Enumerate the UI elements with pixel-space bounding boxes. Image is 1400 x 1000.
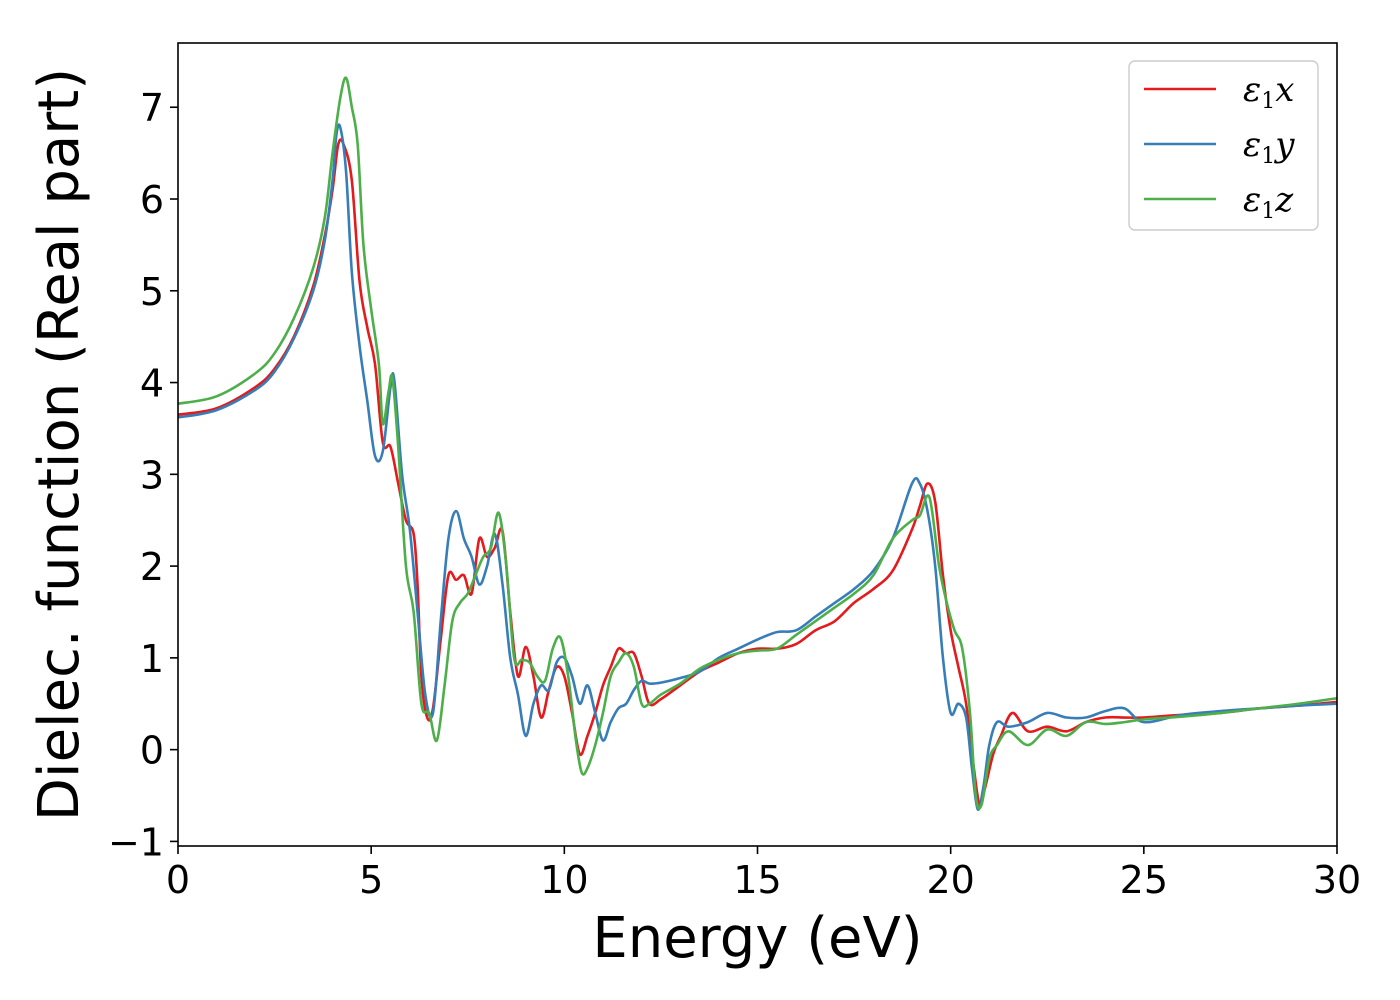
legend-label-y: ε1y — [1243, 125, 1295, 169]
x-axis: 0 5 10 15 20 25 30 — [166, 846, 1361, 902]
x-tick-label: 10 — [540, 858, 588, 902]
x-axis-label: Energy (eV) — [592, 906, 922, 971]
series-layer — [178, 76, 1337, 811]
y-tick-label: −1 — [108, 820, 164, 864]
y-axis: −1 0 1 2 3 4 5 6 7 — [108, 86, 178, 864]
x-tick-label: 15 — [733, 858, 781, 902]
legend-label-x: ε1x — [1243, 70, 1294, 114]
y-tick-label: 5 — [140, 270, 164, 314]
x-tick-label: 25 — [1120, 858, 1168, 902]
y-tick-label: 4 — [140, 362, 164, 406]
y-tick-label: 1 — [140, 637, 164, 681]
y-tick-label: 6 — [140, 178, 164, 222]
x-tick-label: 20 — [926, 858, 974, 902]
x-tick-label: 5 — [359, 858, 383, 902]
y-tick-label: 3 — [140, 453, 164, 497]
y-tick-label: 0 — [140, 729, 164, 773]
x-tick-label: 0 — [166, 858, 190, 902]
series-line-z — [178, 76, 1337, 810]
series-line-y — [178, 123, 1337, 811]
y-axis-label: Dielec. function (Real part) — [27, 68, 92, 821]
y-tick-label: 2 — [140, 545, 164, 589]
series-line-x — [178, 138, 1337, 807]
y-tick-label: 7 — [140, 86, 164, 130]
legend: ε1x ε1y ε1z — [1128, 60, 1319, 231]
legend-box — [1128, 60, 1319, 231]
legend-label-z: ε1z — [1243, 180, 1294, 224]
x-tick-label: 30 — [1313, 858, 1361, 902]
